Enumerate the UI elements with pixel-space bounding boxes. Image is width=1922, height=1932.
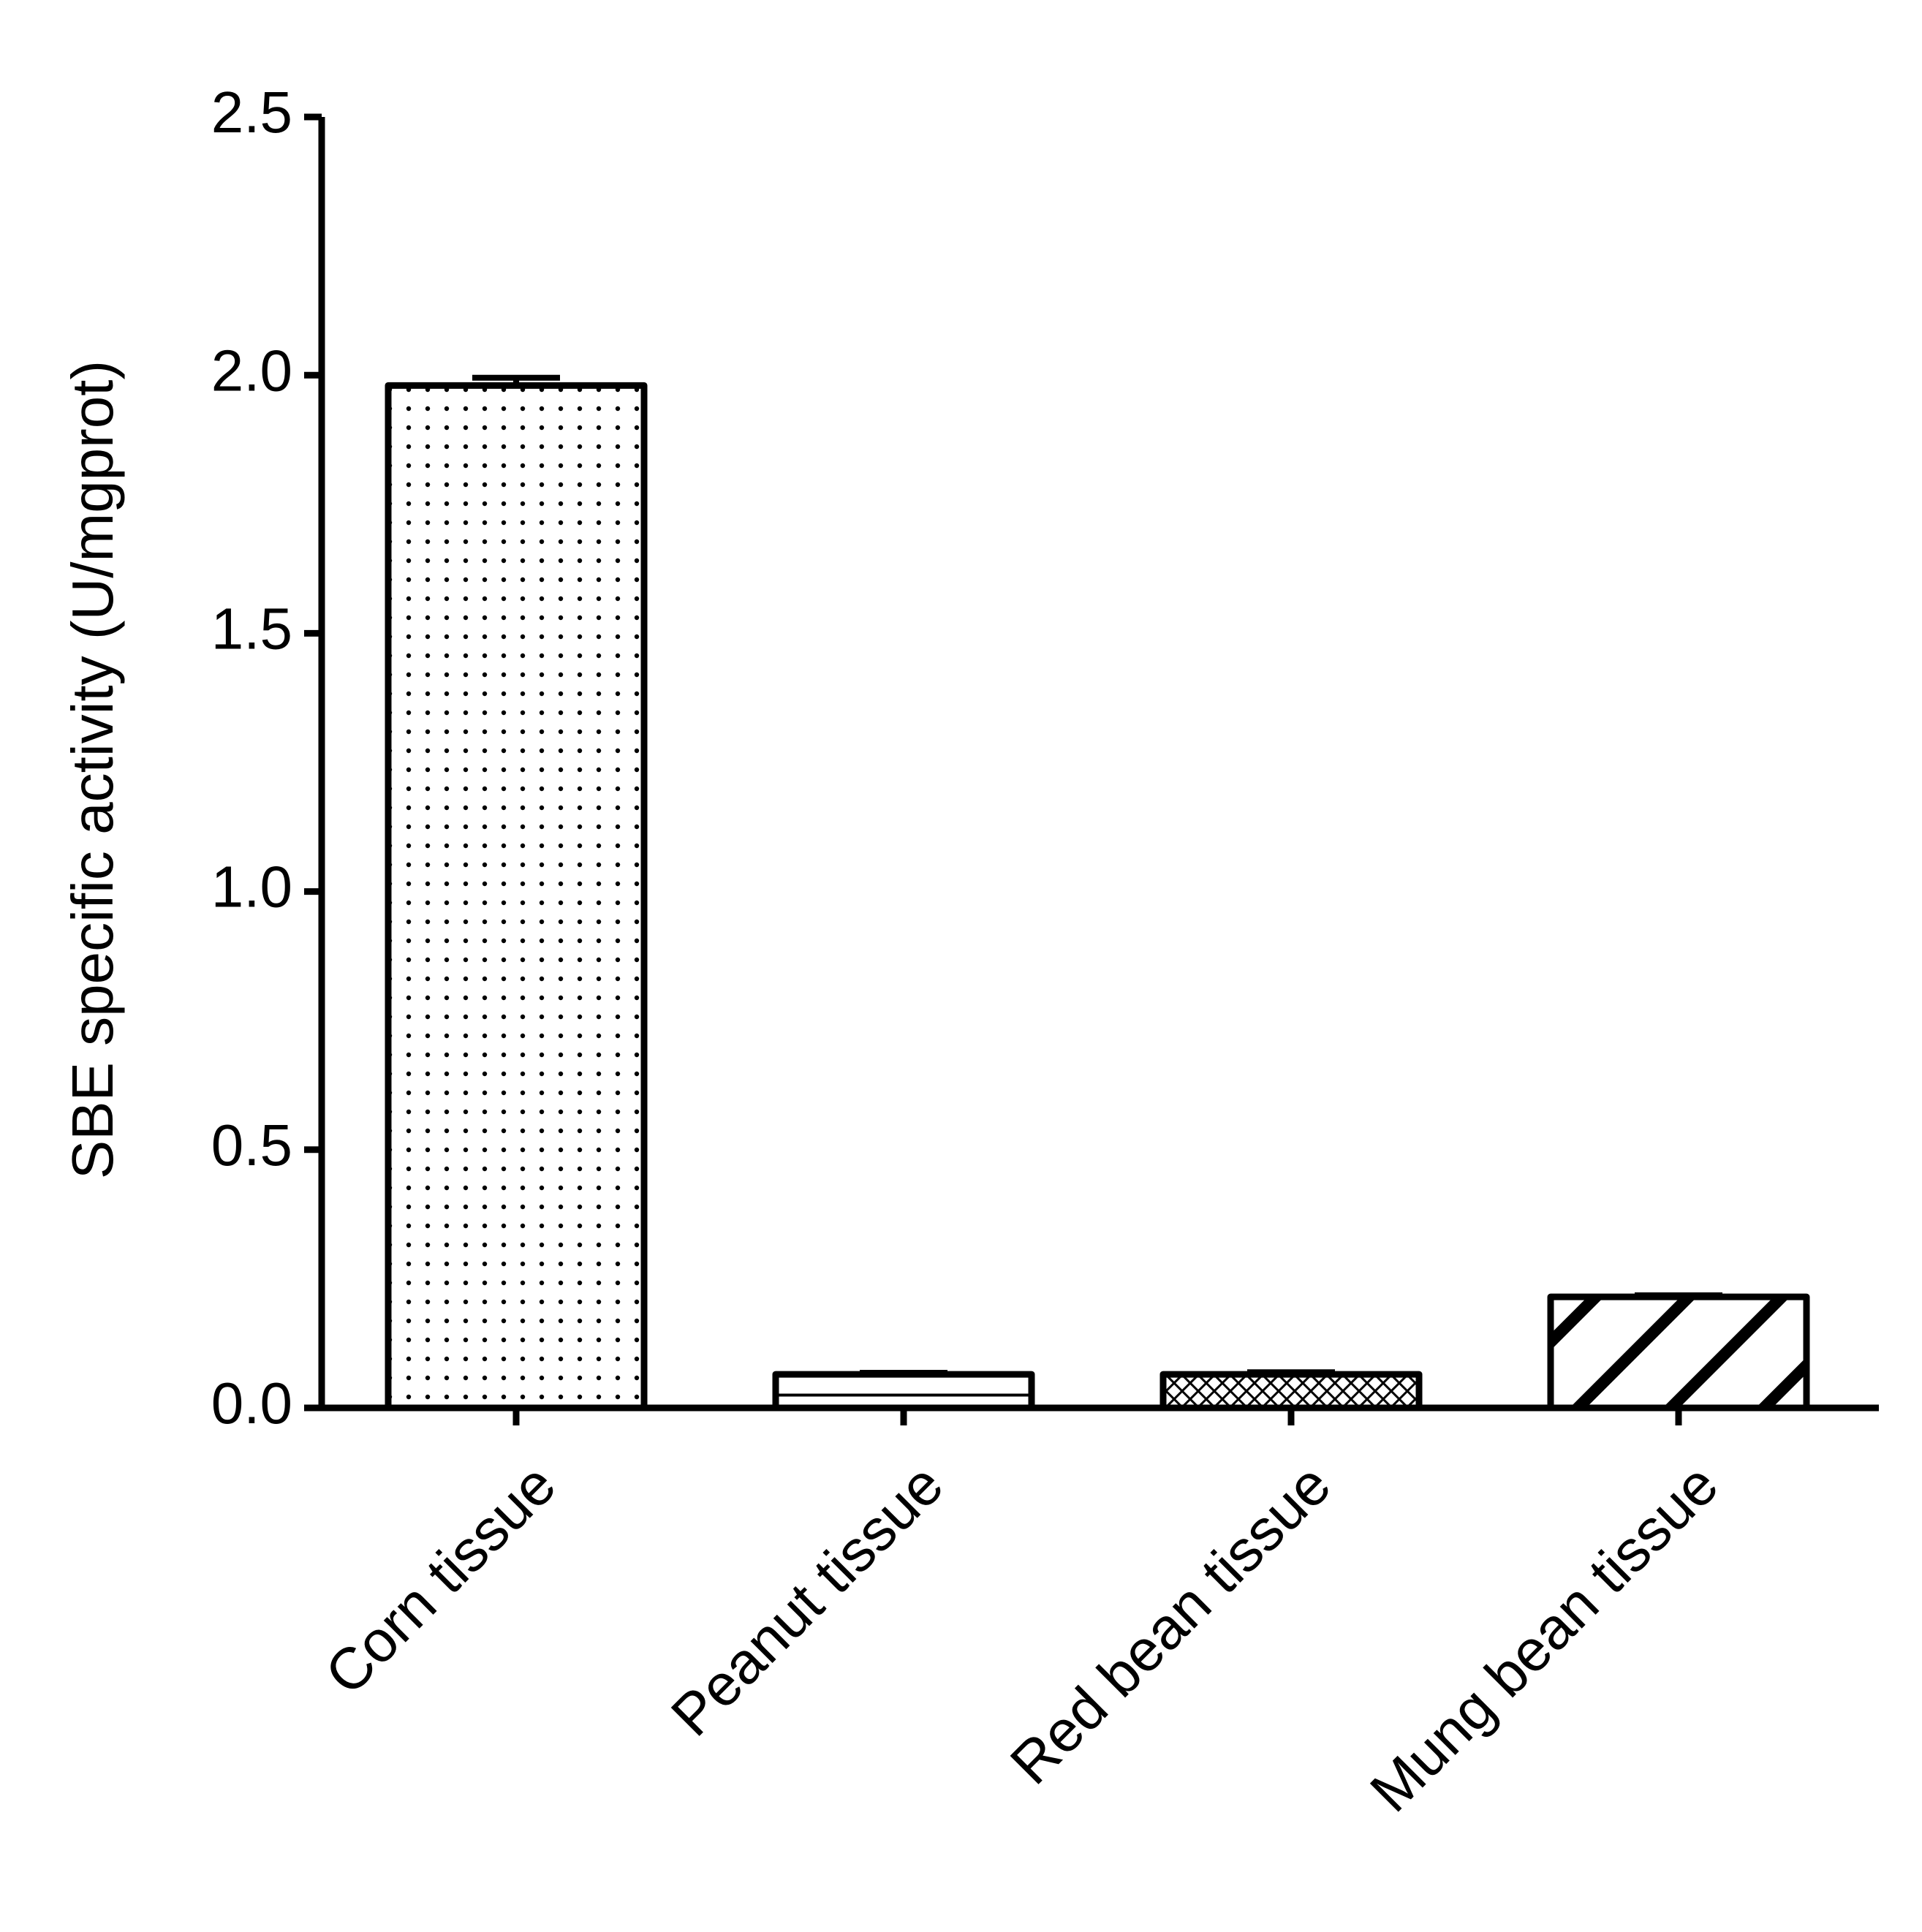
bar-peanut-tissue — [772, 1371, 1035, 1412]
y-tick-label: 0.5 — [211, 1113, 292, 1178]
y-tick-label: 1.5 — [211, 596, 292, 662]
bar-red-bean-tissue — [1159, 1371, 1423, 1412]
y-tick-label: 2.5 — [211, 80, 292, 145]
bar-mung-bean-tissue — [1547, 1293, 1810, 1412]
y-tick-label: 1.0 — [211, 855, 292, 920]
x-tick-label: Red bean tissue — [998, 1452, 1343, 1797]
y-tick-label: 0.0 — [211, 1371, 292, 1436]
x-tick-label: Mung bean tissue — [1358, 1452, 1730, 1824]
y-tick-label: 2.0 — [211, 338, 292, 403]
x-tick-label: Peanut tissue — [659, 1452, 956, 1749]
bar-corn-tissue — [385, 382, 648, 1412]
plot-area: Corn tissue Peanut tissue Red bean tissue M… — [211, 80, 1879, 1824]
x-tick-label: Corn tissue — [313, 1452, 568, 1707]
y-axis-title: SBE specific activity (U/mgprot) — [60, 360, 125, 1179]
